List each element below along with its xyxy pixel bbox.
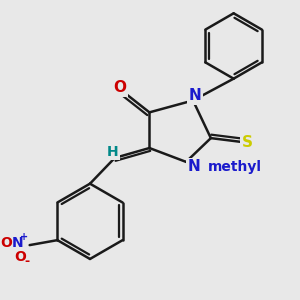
Text: O: O (113, 80, 126, 95)
Text: +: + (20, 232, 28, 242)
Text: -: - (24, 255, 29, 268)
Text: N: N (188, 159, 200, 174)
Text: H: H (107, 145, 118, 159)
Text: S: S (242, 135, 253, 150)
Text: methyl: methyl (208, 160, 262, 174)
Text: O: O (14, 250, 26, 264)
Text: N: N (12, 236, 24, 250)
Text: N: N (189, 88, 201, 103)
Text: O: O (0, 236, 12, 250)
